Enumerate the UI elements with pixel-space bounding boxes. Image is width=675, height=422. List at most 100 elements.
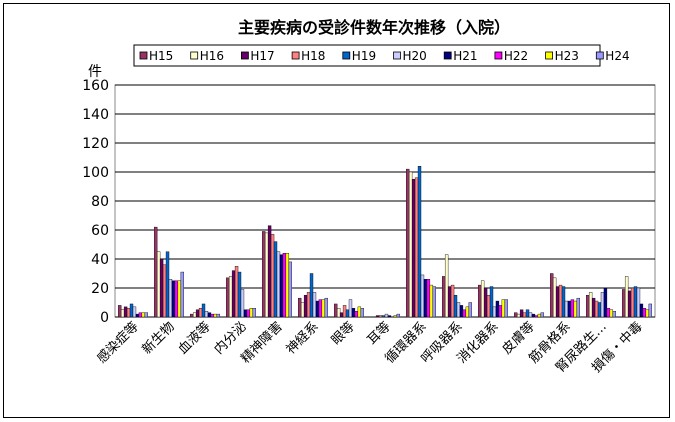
bar [120, 309, 125, 318]
bar [279, 254, 284, 318]
bar [270, 234, 275, 318]
bar [586, 295, 590, 318]
bar [180, 271, 184, 318]
legend-swatch [342, 51, 351, 60]
bar [492, 306, 497, 318]
bar [144, 312, 148, 318]
y-tick-label: 140 [82, 107, 109, 123]
bar [468, 302, 472, 318]
legend-swatch [139, 51, 148, 60]
legend-swatch [443, 51, 452, 60]
bar [162, 264, 167, 318]
bar [622, 289, 626, 318]
bar [504, 299, 508, 318]
y-tick-label: 80 [91, 194, 109, 210]
bar [210, 313, 215, 318]
bar [453, 295, 458, 318]
bar [195, 309, 200, 318]
bar [159, 258, 164, 318]
chart-title: 主要疾病の受診件数年次推移（入院） [238, 18, 510, 37]
legend-label: H17 [250, 49, 274, 63]
y-tick-label: 40 [91, 252, 109, 268]
bar [357, 306, 362, 318]
bar [519, 309, 524, 318]
bar [408, 171, 413, 318]
bar [450, 284, 455, 318]
x-tick-label: 血液等 [175, 319, 214, 358]
legend-label: H16 [200, 49, 224, 63]
bar [588, 292, 593, 318]
bar [417, 165, 422, 318]
bar [555, 286, 560, 318]
bar [501, 299, 506, 318]
bar [648, 303, 653, 318]
bar [276, 251, 281, 318]
bar [303, 295, 308, 318]
bar [300, 302, 305, 318]
bar [633, 286, 638, 318]
bar [564, 300, 569, 318]
legend-swatch [190, 51, 199, 60]
bar [309, 273, 314, 318]
bar [514, 312, 518, 318]
bar [636, 287, 641, 318]
bar [339, 312, 344, 318]
legend-swatch [595, 51, 604, 60]
bar [478, 284, 482, 318]
bar [177, 280, 182, 318]
x-tick-label: 新生物 [139, 319, 178, 358]
bar [483, 287, 488, 318]
bar [198, 308, 203, 318]
bar [432, 286, 436, 318]
bar [459, 305, 464, 318]
bar [606, 308, 611, 318]
bar [153, 226, 158, 318]
bar [612, 311, 617, 318]
bar [456, 302, 461, 318]
bar [642, 308, 647, 318]
legend-label: H20 [403, 49, 427, 63]
bar [171, 280, 176, 318]
x-tick-label: 眼等 [328, 319, 358, 349]
bar [378, 315, 383, 318]
legend-label: H15 [149, 49, 173, 63]
y-tick-label: 100 [82, 165, 109, 181]
legend-label: H22 [504, 49, 528, 63]
bar [318, 299, 323, 318]
bar [126, 308, 131, 318]
bar [306, 292, 311, 318]
bar [228, 276, 233, 318]
bar [282, 252, 287, 318]
bar [336, 308, 341, 318]
bar [342, 305, 347, 318]
bar [273, 241, 278, 318]
bar [465, 306, 470, 318]
bar [138, 312, 143, 318]
bar [264, 232, 269, 318]
bar [600, 292, 605, 318]
bar [141, 312, 146, 318]
bar [550, 273, 554, 318]
bar [189, 313, 194, 318]
bar [393, 315, 398, 318]
bar [234, 266, 239, 318]
bar [174, 280, 179, 318]
bar [522, 312, 527, 318]
bar [414, 177, 419, 318]
bar [489, 286, 494, 318]
bar [123, 306, 128, 318]
bar [129, 303, 134, 318]
bar [534, 315, 539, 318]
x-tick-label: 神経系 [284, 319, 322, 357]
bar [624, 276, 629, 318]
bar [312, 292, 317, 318]
bar [252, 308, 256, 318]
y-tick-label: 60 [91, 223, 109, 239]
bar [285, 252, 290, 318]
bar [231, 270, 236, 318]
bar [348, 299, 353, 318]
legend-label: H19 [352, 49, 376, 63]
bar [213, 313, 218, 318]
bar [135, 313, 140, 318]
